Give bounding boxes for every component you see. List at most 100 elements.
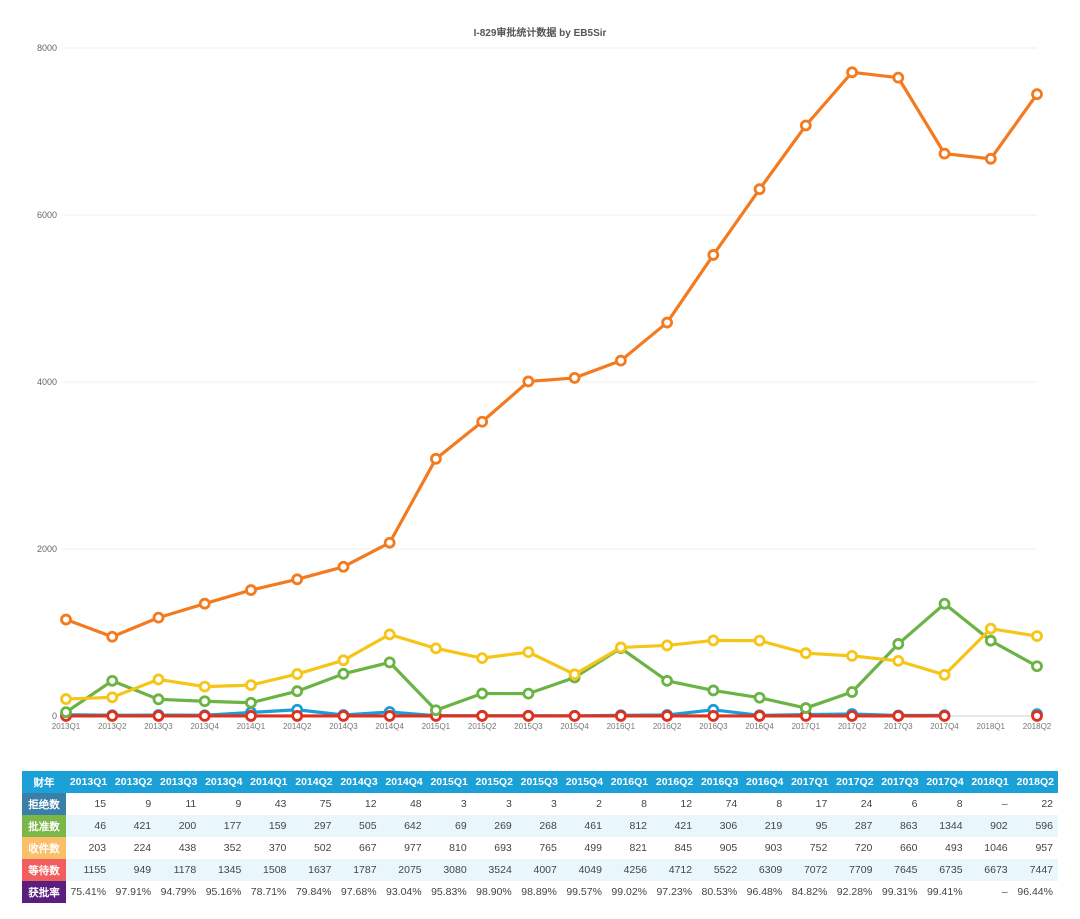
- table-cell: 96.48%: [746, 886, 783, 898]
- data-point: [661, 639, 673, 652]
- row-label: 等待数: [22, 859, 66, 881]
- table-cell: 43: [274, 798, 287, 810]
- table-cell: 269: [471, 815, 517, 837]
- table-cell: 12: [680, 798, 693, 810]
- table-cell: 505: [336, 815, 382, 837]
- table-cell: 95: [787, 815, 833, 837]
- table-cell: 11: [185, 798, 197, 810]
- table-cell: 8: [956, 798, 963, 810]
- data-point: [152, 693, 165, 706]
- data-point: [984, 152, 997, 165]
- table-cell: 95.83%: [431, 886, 467, 898]
- data-point: [383, 536, 396, 549]
- table-cell: –: [1001, 886, 1008, 898]
- x-tick-label: 2016Q3: [699, 722, 728, 731]
- table-cell: 6309: [742, 859, 788, 881]
- table-cell: 693: [494, 842, 512, 854]
- data-point: [476, 415, 489, 428]
- x-tick-label: 2014Q2: [283, 722, 312, 731]
- data-point: [661, 710, 673, 722]
- row-label: 拒绝数: [22, 793, 66, 815]
- table-cell: 502: [313, 842, 332, 854]
- column-header: 2017Q4: [922, 771, 968, 793]
- table-cell: 84.82%: [791, 886, 828, 898]
- chart-title: I-829审批统计数据 by EB5Sir: [473, 28, 607, 39]
- data-point: [984, 634, 997, 647]
- table-cell: 2075: [381, 859, 427, 881]
- table-cell: 1787: [336, 859, 382, 881]
- column-header: 2017Q1: [787, 771, 833, 793]
- table-cell: 667: [359, 842, 377, 854]
- data-point: [522, 710, 535, 722]
- table-cell: 97.91%: [115, 886, 152, 898]
- table-cell: 3: [551, 798, 557, 810]
- table-cell: 12: [364, 798, 377, 810]
- data-point: [707, 684, 720, 697]
- table-cell: 99.02%: [611, 886, 648, 898]
- data-point: [614, 710, 627, 722]
- table-cell: 9: [145, 798, 152, 810]
- column-header: 2013Q3: [156, 771, 202, 793]
- data-point: [614, 641, 627, 654]
- table-cell: 74: [725, 798, 738, 810]
- table-cell: 3: [505, 798, 512, 810]
- data-point: [152, 611, 165, 624]
- x-tick-label: 2014Q1: [237, 722, 266, 731]
- column-header: 2018Q1: [967, 771, 1013, 793]
- column-header: 2015Q2: [471, 771, 517, 793]
- table-cell: 3: [460, 798, 467, 810]
- table-cell: 370: [268, 842, 287, 854]
- table-cell: 15: [94, 798, 107, 810]
- table-cell: 17: [815, 798, 828, 810]
- column-header: 2015Q1: [426, 771, 472, 793]
- data-point: [60, 693, 72, 705]
- table-cell: 219: [742, 815, 788, 837]
- table-cell: 22: [1041, 798, 1053, 810]
- table-cell: 1344: [922, 815, 968, 837]
- data-point: [753, 710, 766, 722]
- table-cell: 92.28%: [836, 886, 873, 898]
- column-header: 2016Q1: [606, 771, 653, 793]
- data-point: [1031, 88, 1043, 101]
- table-cell: 493: [945, 842, 963, 854]
- table-cell: 5522: [697, 859, 743, 881]
- table-cell: 93.04%: [386, 886, 422, 898]
- table-cell: 159: [246, 815, 292, 837]
- table-cell: 957: [1035, 842, 1053, 854]
- data-point: [661, 674, 673, 687]
- data-point: [846, 686, 858, 698]
- series-line-收件数: [65, 627, 1038, 701]
- column-header: 2016Q2: [652, 771, 698, 793]
- data-point: [938, 597, 951, 610]
- table-cell: 863: [877, 815, 923, 837]
- data-point: [799, 119, 812, 132]
- x-tick-label: 2013Q3: [144, 722, 173, 731]
- table-cell: 9: [235, 798, 242, 810]
- table-cell: 1637: [291, 859, 337, 881]
- table-cell: 99.57%: [566, 886, 602, 898]
- table-cell: 4007: [516, 859, 562, 881]
- table-header-row: 财年 2013Q1 2013Q2 2013Q3 2013Q4 2014Q1 2014Q2 20…: [22, 771, 1058, 793]
- x-tick-label: 2018Q2: [1023, 722, 1052, 731]
- table-cell: 224: [133, 842, 152, 854]
- table-cell: 902: [967, 815, 1013, 837]
- table-cell: 78.71%: [250, 886, 287, 898]
- data-point: [383, 710, 396, 722]
- data-point: [337, 654, 350, 667]
- table-cell: 177: [201, 815, 247, 837]
- data-point: [938, 668, 951, 681]
- data-point: [430, 452, 442, 465]
- table-cell: 97.68%: [340, 886, 377, 898]
- data-point: [430, 642, 442, 655]
- table-cell: 1046: [984, 842, 1008, 854]
- table-cell: 977: [404, 842, 422, 854]
- x-tick-label: 2016Q2: [653, 722, 682, 731]
- table-cell: 79.84%: [295, 886, 332, 898]
- y-tick-label: 0: [52, 711, 57, 721]
- x-tick-label: 2015Q4: [560, 722, 589, 731]
- table-cell: 421: [652, 815, 698, 837]
- data-point: [245, 696, 257, 709]
- table-row: 获批率 75.41% 97.91% 94.79% 95.16% 78.71% 79.84% 9…: [22, 881, 1058, 903]
- x-tick-label: 2013Q1: [52, 722, 81, 731]
- data-point: [1031, 660, 1043, 673]
